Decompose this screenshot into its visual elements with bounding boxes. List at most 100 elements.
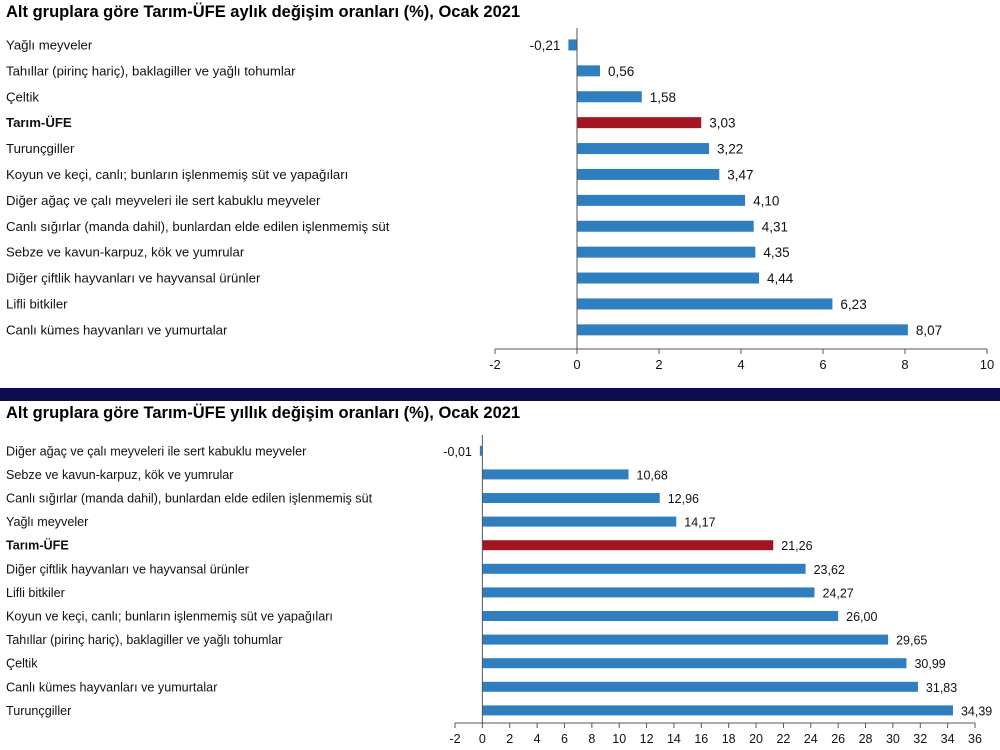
x-tick-label: 4 [534,732,541,746]
bar [482,681,918,692]
bar [577,91,642,103]
x-tick-label: 2 [506,732,513,746]
x-tick-label: 12 [640,732,654,746]
category-label: Tahıllar (pirinç hariç), baklagiller ve … [6,63,296,78]
bar [482,658,907,669]
value-label: 4,35 [763,245,789,260]
chart-title: Alt gruplara göre Tarım-ÜFE aylık değişi… [6,3,521,21]
value-label: 29,65 [896,634,927,648]
value-label: 1,58 [650,90,676,105]
x-tick-label: -2 [449,732,460,746]
value-label: 4,10 [753,193,779,208]
x-tick-label: 26 [831,732,845,746]
bar [577,220,754,232]
x-tick-label: 10 [612,732,626,746]
category-label: Sebze ve kavun-karpuz, kök ve yumrular [6,245,245,260]
category-label: Koyun ve keçi, canlı; bunların işlenmemi… [6,610,333,624]
category-label: Diğer çiftlik hayvanları ve hayvansal ür… [6,271,261,286]
x-tick-label: 6 [819,357,826,372]
bar [479,445,483,456]
value-label: 10,68 [637,468,668,482]
value-label: 6,23 [840,297,866,312]
bar [482,611,839,621]
x-tick-label: 4 [737,357,744,372]
x-tick-label: 0 [479,732,486,746]
value-label: 3,22 [717,142,743,157]
bar [577,324,908,336]
value-label: 26,00 [846,610,877,624]
category-label: Diğer çiftlik hayvanları ve hayvansal ür… [6,562,249,576]
bar [577,194,746,206]
category-label: Koyun ve keçi, canlı; bunların işlenmemi… [6,167,348,182]
category-label: Canlı sığırlar (manda dahil), bunlardan … [6,492,373,506]
category-label: Yağlı meyveler [6,37,93,52]
x-tick-label: 22 [776,732,790,746]
category-label: Canlı kümes hayvanları ve yumurtalar [6,680,217,694]
value-label: 23,62 [814,563,845,577]
x-tick-label: 14 [667,732,681,746]
value-label: 14,17 [684,516,715,530]
category-label: Canlı kümes hayvanları ve yumurtalar [6,322,228,337]
bar [482,493,660,503]
bar [482,587,815,598]
value-label: 21,26 [781,539,812,553]
x-tick-label: 2 [655,357,662,372]
bar [577,298,833,310]
bar [482,634,889,645]
category-label: Turunçgiller [6,141,75,156]
x-tick-label: 28 [859,732,873,746]
value-label: 24,27 [822,586,853,600]
value-label: -0,01 [443,445,472,459]
value-label: 3,47 [727,167,753,182]
value-label: -0,21 [530,38,561,53]
x-tick-label: 18 [722,732,736,746]
bar [577,246,756,258]
x-tick-label: 10 [980,357,994,372]
bar [577,143,710,155]
x-tick-label: -2 [489,357,501,372]
category-label: Lifli bitkiler [6,586,65,600]
value-label: 12,96 [668,492,699,506]
value-label: 31,83 [926,681,957,695]
panel-divider [0,388,1000,401]
value-label: 4,31 [762,219,788,234]
x-tick-label: 0 [573,357,580,372]
x-tick-label: 6 [561,732,568,746]
category-label: Diğer ağaç ve çalı meyveleri ile sert ka… [6,193,321,208]
value-label: 4,44 [767,271,794,286]
bar [577,272,760,284]
x-tick-label: 8 [901,357,908,372]
category-label: Yağlı meyveler [6,515,88,529]
category-label: Turunçgiller [6,704,71,718]
category-label: Tarım-ÜFE [6,115,72,130]
category-label: Sebze ve kavun-karpuz, kök ve yumrular [6,468,234,482]
bar-highlight [577,117,702,129]
x-tick-label: 36 [968,732,982,746]
yearly-change-chart: Alt gruplara göre Tarım-ÜFE yıllık değiş… [0,401,1000,750]
category-label: Çeltik [6,657,38,671]
x-tick-label: 8 [588,732,595,746]
x-tick-label: 34 [941,732,955,746]
category-label: Tarım-ÜFE [6,538,69,553]
bar [577,168,720,180]
x-tick-label: 16 [694,732,708,746]
bar [482,469,629,480]
bar [482,563,806,574]
bar [482,705,953,716]
monthly-bar-chart-svg: Yağlı meyveler -0,21 Tahıllar (pirinç hari… [6,28,994,372]
x-tick-label: 32 [913,732,927,746]
category-label: Diğer ağaç ve çalı meyveleri ile sert ka… [6,444,306,458]
x-tick-label: 24 [804,732,818,746]
x-tick-label: 20 [749,732,763,746]
chart-title: Alt gruplara göre Tarım-ÜFE yıllık değiş… [6,404,521,422]
category-label: Lifli bitkiler [6,296,68,311]
category-label: Canlı sığırlar (manda dahil), bunlardan … [6,219,390,234]
yearly-bar-chart-svg: Diğer ağaç ve çalı meyveleri ile sert ka… [6,435,992,746]
category-label: Çeltik [6,89,39,104]
monthly-change-chart: Alt gruplara göre Tarım-ÜFE aylık değişi… [6,3,994,372]
value-label: 30,99 [914,657,945,671]
bar [482,516,677,527]
bar-highlight [482,540,774,551]
bar [577,65,600,77]
x-tick-label: 30 [886,732,900,746]
